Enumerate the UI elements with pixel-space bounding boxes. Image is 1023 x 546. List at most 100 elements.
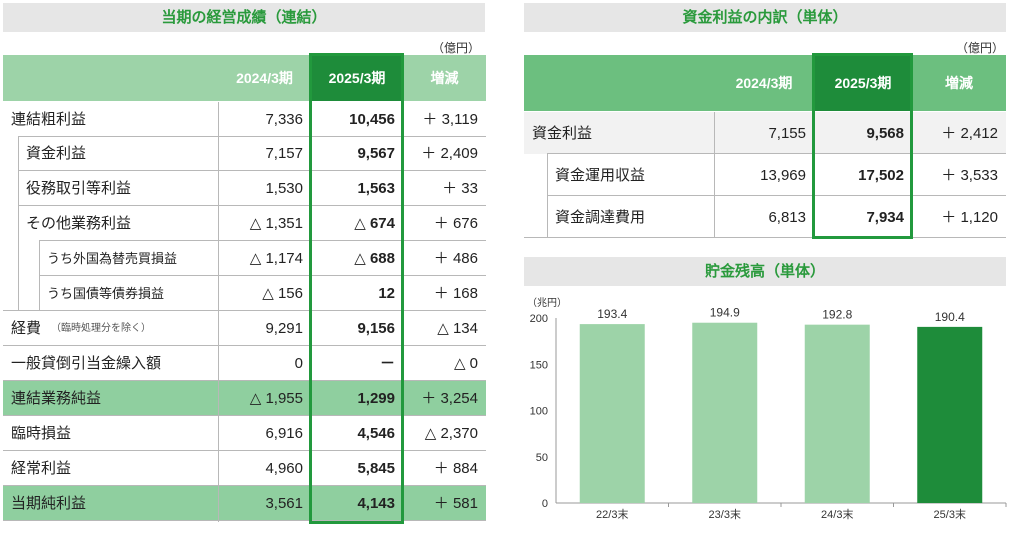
left-row-2025-value: 4,143 (357, 495, 395, 512)
y-tick-label: 50 (536, 452, 548, 464)
bar (579, 324, 645, 503)
left-row-label-text: 連結粗利益 (11, 111, 87, 128)
left-row-2025-value: － (379, 355, 395, 372)
left-row-label-text: うち国債等債券損益 (47, 286, 165, 301)
left-row-label: 連結業務純益 (3, 381, 218, 416)
left-row-divider (3, 345, 486, 346)
left-row-diff-value: ＋ 581 (433, 495, 478, 512)
x-tick-label: 22/3末 (596, 507, 628, 521)
right-header-blank (524, 55, 714, 111)
right-unit-label: （億円） (956, 41, 1005, 55)
left-row-note: （臨時処理分を除く） (51, 322, 152, 334)
bar (692, 322, 758, 503)
bar-value-label: 190.4 (935, 310, 965, 324)
left-indent-divider (39, 241, 40, 311)
right-indent-divider (547, 154, 548, 238)
y-tick-label: 150 (530, 359, 548, 371)
left-row-divider (18, 170, 486, 171)
right-row-2025-value: 9,568 (866, 124, 904, 142)
left-row-diff-value: ＋ 884 (433, 460, 478, 477)
left-row-divider (39, 275, 486, 276)
bar-value-label: 194.9 (710, 306, 740, 320)
left-row-2024-value: 6,916 (265, 425, 303, 442)
right-row-diff-value: ＋ 1,120 (941, 208, 998, 226)
left-row-label-text: 一般貸倒引当金繰入額 (11, 355, 162, 372)
left-header-diff: 増減 (403, 55, 486, 101)
left-row-diff-value: ＋ 676 (433, 215, 478, 232)
right-row-2024-value: 6,813 (768, 208, 806, 226)
left-row-divider (18, 205, 486, 206)
left-row-2025-value: 5,845 (357, 460, 395, 477)
left-row-diff-value: ＋ 2,409 (421, 145, 478, 162)
left-row-label: 役務取引等利益 (18, 171, 218, 206)
right-row-2024-value: 7,155 (768, 124, 806, 142)
y-tick-label: 100 (530, 406, 548, 418)
left-row-2025-value: 12 (378, 285, 395, 302)
left-row-2024-value: 7,336 (265, 111, 303, 128)
left-row-2025-value: 1,299 (357, 390, 395, 407)
right-section-title: 資金利益の内訳（単体） (524, 3, 1006, 32)
left-row-2024-value: 7,157 (265, 145, 303, 162)
y-tick-label: 0 (542, 498, 548, 510)
left-row-label-text: 経常利益 (11, 460, 72, 477)
left-row-label: 臨時損益 (3, 416, 218, 451)
left-row-label: うち国債等債券損益 (39, 276, 218, 311)
left-row-diff-value: △ 0 (453, 355, 478, 372)
right-row-label: 資金利益 (532, 124, 593, 142)
left-row-2025-value: 10,456 (349, 111, 395, 128)
left-row-divider (3, 485, 486, 486)
bar-value-label: 193.4 (597, 307, 627, 321)
right-row-label: 資金調達費用 (555, 208, 646, 226)
x-tick-label: 25/3末 (934, 507, 966, 521)
left-row-diff-value: △ 134 (437, 320, 478, 337)
right-row-divider (524, 237, 1006, 238)
left-row-divider (39, 240, 486, 241)
bar (804, 324, 870, 503)
left-row-label-text: 役務取引等利益 (26, 180, 132, 197)
left-row-label-text: 経費 (11, 320, 42, 337)
left-row-2024-value: 1,530 (265, 180, 303, 197)
left-row-divider (3, 380, 486, 381)
left-row-2025-value: 9,567 (357, 145, 395, 162)
left-header-2024: 2024/3期 (218, 55, 311, 101)
left-row-label: 当期純利益 (3, 486, 218, 521)
left-header-2025: 2025/3期 (311, 55, 403, 101)
left-row-highlight (3, 486, 486, 521)
left-row-label: 経費 （臨時処理分を除く） (3, 311, 218, 346)
right-col-divider (714, 112, 715, 238)
y-axis-unit-label: （兆円） (527, 297, 567, 309)
left-row-label-text: その他業務利益 (26, 215, 132, 232)
right-header-2025: 2025/3期 (814, 55, 912, 111)
left-row-2025-value: △ 674 (354, 215, 395, 232)
right-header-2024: 2024/3期 (714, 55, 814, 111)
left-row-2024-value: 3,561 (265, 495, 303, 512)
left-row-2024-value: 4,960 (265, 460, 303, 477)
left-row-2024-value: △ 1,174 (249, 250, 303, 267)
left-row-label: 経常利益 (3, 451, 218, 486)
left-row-2025-value: 4,546 (357, 425, 395, 442)
right-row-divider (547, 153, 1006, 154)
left-row-2024-value: △ 1,955 (249, 390, 303, 407)
left-row-label-text: 資金利益 (26, 145, 87, 162)
left-row-label-text: 当期純利益 (11, 495, 87, 512)
left-row-label-text: 臨時損益 (11, 425, 72, 442)
y-tick-label: 200 (530, 313, 548, 325)
right-row-2025-value: 7,934 (866, 208, 904, 226)
bar-value-label: 192.8 (822, 308, 852, 322)
left-row-diff-value: △ 2,370 (424, 425, 478, 442)
left-section-title: 当期の経営成績（連結） (3, 3, 485, 32)
left-row-2025-value: 1,563 (357, 180, 395, 197)
x-tick-label: 24/3末 (821, 507, 853, 521)
left-row-diff-value: ＋ 33 (442, 180, 478, 197)
left-row-2024-value: 9,291 (265, 320, 303, 337)
right-row-divider (547, 195, 1006, 196)
left-row-label: その他業務利益 (18, 206, 218, 241)
right-row-diff-value: ＋ 3,533 (941, 166, 998, 184)
left-row-divider (18, 136, 486, 137)
left-header-blank (3, 55, 218, 101)
left-row-divider (3, 520, 486, 521)
right-row-label: 資金運用収益 (555, 166, 646, 184)
left-col-divider (218, 102, 219, 522)
right-row-diff-value: ＋ 2,412 (941, 124, 998, 142)
